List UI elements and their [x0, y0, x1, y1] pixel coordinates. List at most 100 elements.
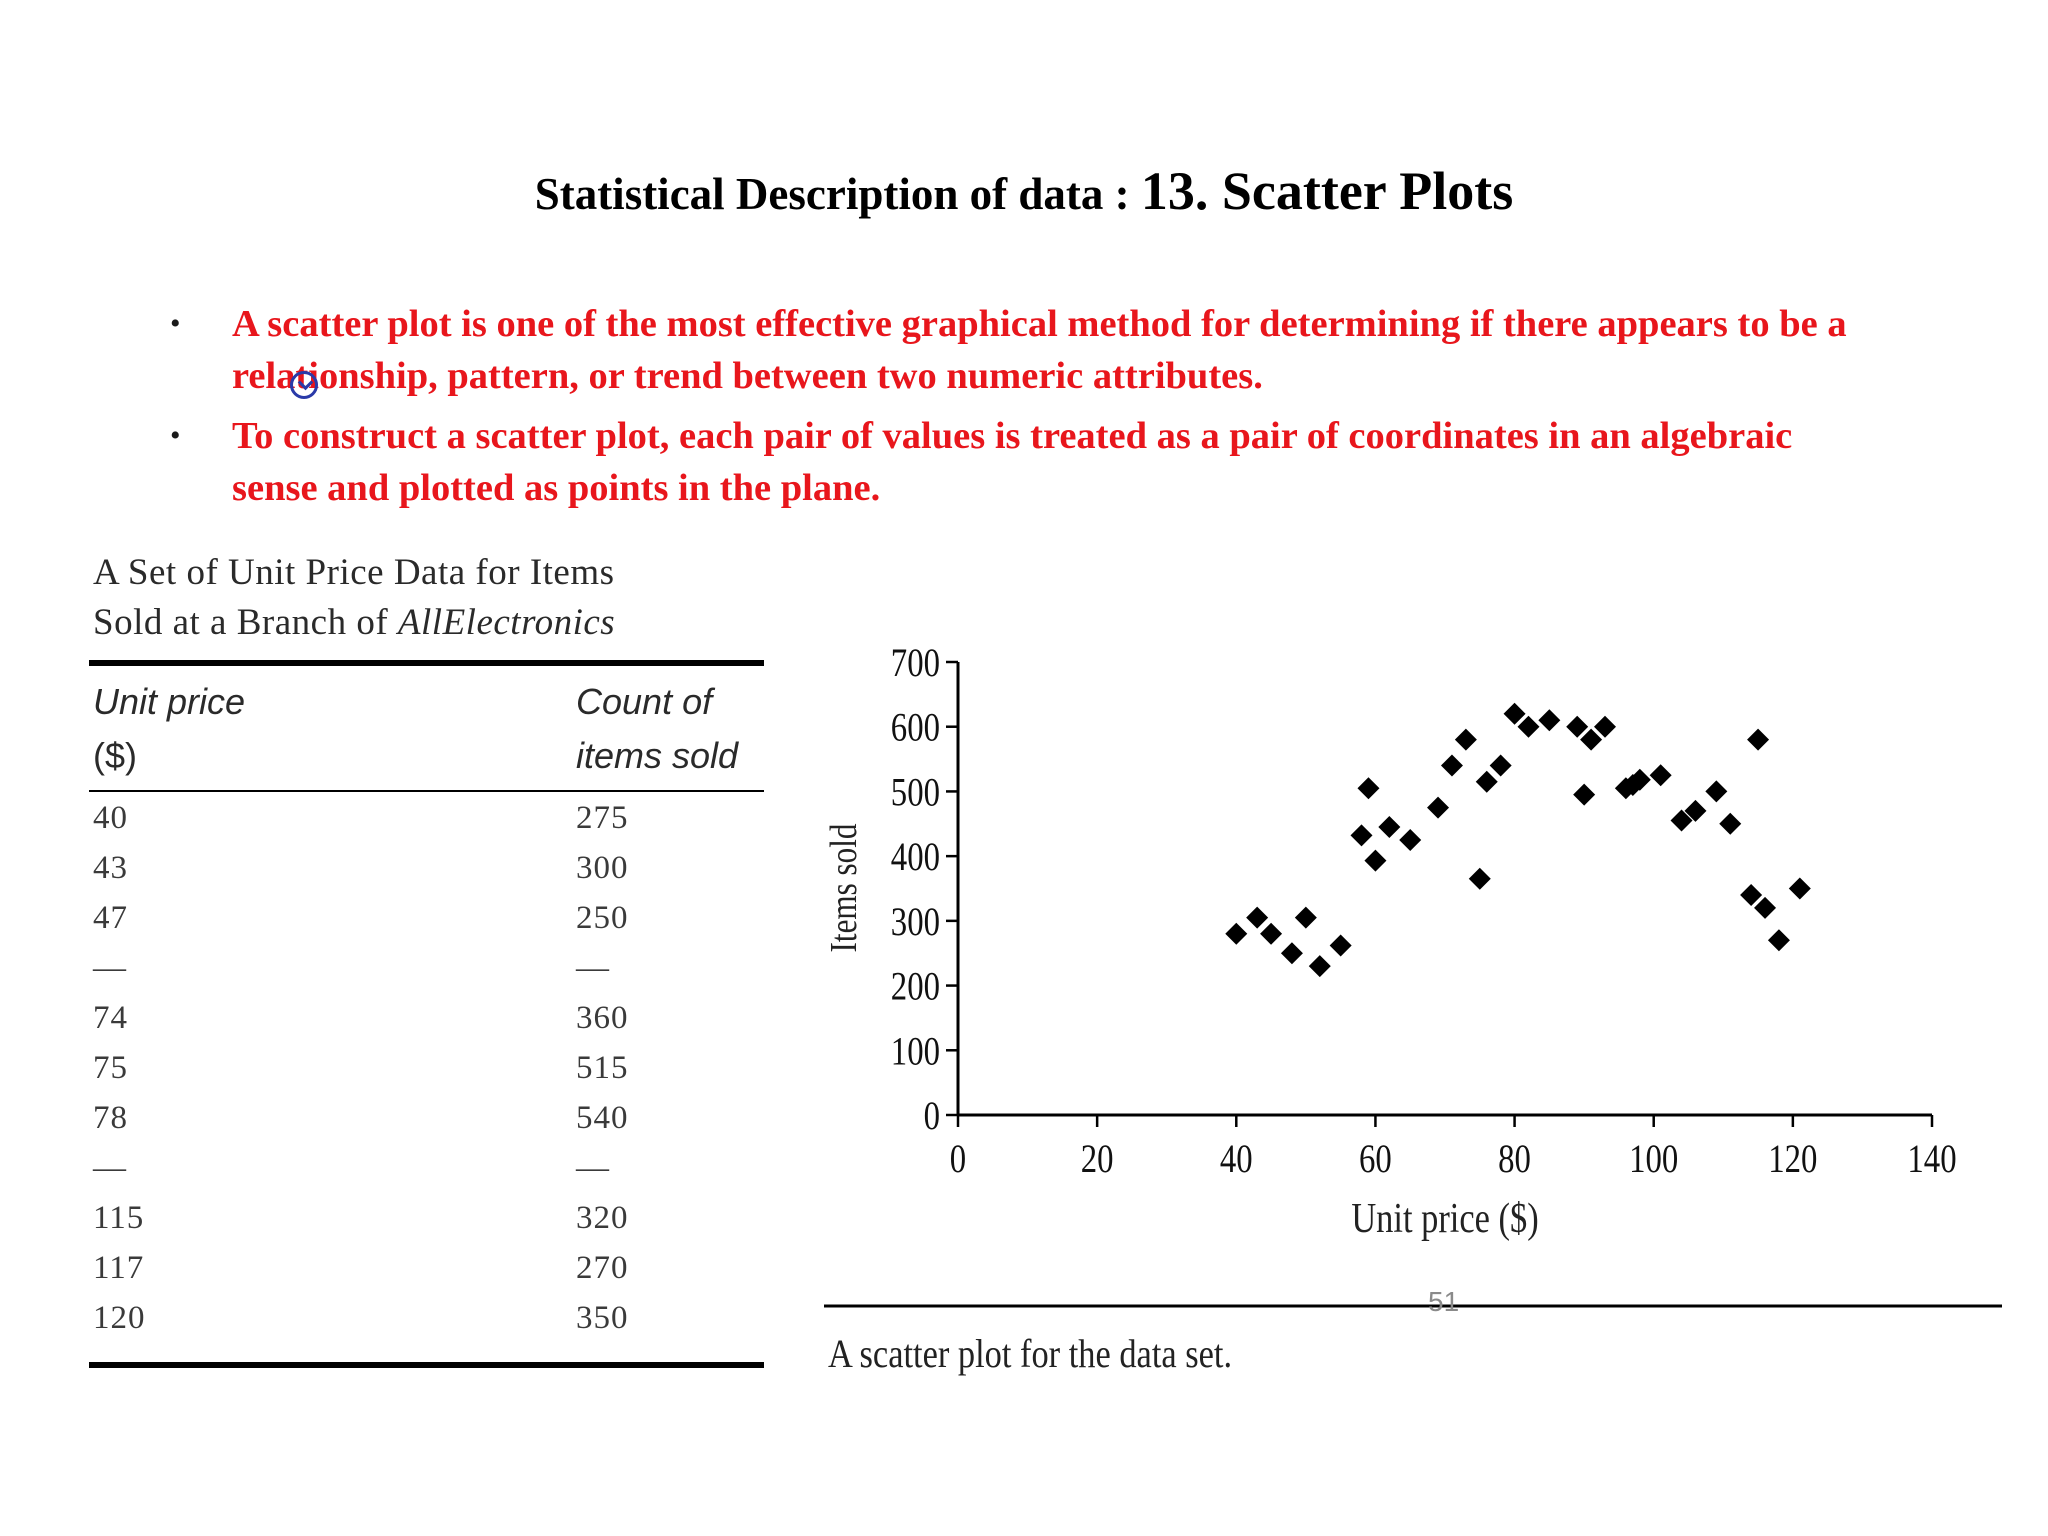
- y-tick-label: 200: [891, 963, 940, 1008]
- data-point: [1489, 754, 1512, 777]
- bullet-text: To construct a scatter plot, each pair o…: [232, 415, 1793, 509]
- col-header-unit-price: Unit price ($): [93, 675, 245, 783]
- y-tick-label: 400: [891, 834, 940, 879]
- y-axis-label: Items sold: [822, 824, 865, 953]
- slide-title-prefix: Statistical Description of data :: [534, 169, 1141, 219]
- data-point: [1788, 877, 1811, 900]
- x-tick-label: 100: [1629, 1136, 1678, 1181]
- table-row: 75 515: [93, 1050, 763, 1100]
- cell-count: 360: [576, 1000, 629, 1036]
- data-point: [1580, 728, 1603, 751]
- data-point: [1427, 796, 1450, 819]
- y-tick-label: 100: [891, 1028, 940, 1073]
- table-row: 74 360: [93, 1000, 763, 1050]
- col-header-count: Count of items sold: [576, 675, 738, 783]
- x-axis-label: Unit price ($): [1351, 1196, 1538, 1242]
- data-point: [1350, 824, 1373, 847]
- y-tick-label: 700: [891, 640, 940, 685]
- data-point: [1684, 799, 1707, 822]
- table-row: 120 350: [93, 1300, 763, 1350]
- x-tick-label: 20: [1081, 1136, 1114, 1181]
- table-caption-line2: Sold at a Branch of AllElectronics: [93, 598, 793, 648]
- figure-caption: A scatter plot for the data set.: [828, 1331, 1233, 1376]
- data-point: [1754, 896, 1777, 919]
- slide-title: Statistical Description of data : 13. Sc…: [0, 160, 2048, 222]
- cell-unit-price: 78: [93, 1100, 128, 1136]
- cell-count: 350: [576, 1300, 629, 1336]
- data-point: [1503, 702, 1526, 725]
- data-point: [1280, 942, 1303, 965]
- data-point: [1468, 867, 1491, 890]
- data-point: [1670, 809, 1693, 832]
- data-point: [1357, 777, 1380, 800]
- data-point: [1740, 883, 1763, 906]
- table-caption: A Set of Unit Price Data for Items Sold …: [93, 548, 793, 648]
- cell-count: 275: [576, 800, 629, 836]
- data-point: [1308, 955, 1331, 978]
- cell-count: 270: [576, 1250, 629, 1286]
- data-point: [1246, 906, 1269, 929]
- cell-unit-price: 43: [93, 850, 128, 886]
- cell-unit-price: —: [93, 950, 127, 986]
- cell-count: 320: [576, 1200, 629, 1236]
- data-point: [1767, 929, 1790, 952]
- bullet-item: • A scatter plot is one of the most effec…: [170, 298, 1850, 402]
- data-point: [1364, 849, 1387, 872]
- cell-unit-price: 115: [93, 1200, 145, 1236]
- data-point: [1594, 715, 1617, 738]
- cell-count: 515: [576, 1050, 629, 1086]
- data-point: [1329, 934, 1352, 957]
- bullet-dot: •: [170, 419, 181, 452]
- table-caption-prefix: Sold at a Branch of: [93, 602, 398, 643]
- x-tick-label: 140: [1907, 1136, 1956, 1181]
- table-row: 78 540: [93, 1100, 763, 1150]
- table-row: — —: [93, 950, 763, 1000]
- table-row: 40 275: [93, 800, 763, 850]
- cell-unit-price: —: [93, 1150, 127, 1186]
- data-point: [1705, 780, 1728, 803]
- col-header-count-line2: items sold: [576, 735, 739, 776]
- data-point: [1517, 715, 1540, 738]
- page-number: 51: [1428, 1286, 1460, 1317]
- col-header-count-line1: Count of: [576, 681, 713, 722]
- x-tick-label: 40: [1220, 1136, 1253, 1181]
- cell-unit-price: 120: [93, 1300, 146, 1336]
- table-row: — —: [93, 1150, 763, 1200]
- y-tick-label: 500: [891, 769, 940, 814]
- table-caption-line1: A Set of Unit Price Data for Items: [93, 552, 615, 593]
- col-header-unit-price-line1: Unit price: [93, 681, 246, 722]
- data-point: [1454, 728, 1477, 751]
- cell-count: 300: [576, 850, 629, 886]
- cell-unit-price: 47: [93, 900, 128, 936]
- table-row: 43 300: [93, 850, 763, 900]
- table-header-rule: [89, 790, 764, 792]
- data-point: [1719, 812, 1742, 835]
- cell-count: 540: [576, 1100, 629, 1136]
- table-row: 117 270: [93, 1250, 763, 1300]
- cell-count: —: [576, 950, 610, 986]
- cursor-icon: [290, 371, 318, 399]
- data-point: [1440, 754, 1463, 777]
- slide-title-topic: 13. Scatter Plots: [1140, 161, 1514, 221]
- x-tick-label: 0: [950, 1136, 966, 1181]
- x-tick-label: 80: [1498, 1136, 1531, 1181]
- table-row: 47 250: [93, 900, 763, 950]
- data-point: [1747, 728, 1770, 751]
- data-point: [1538, 709, 1561, 732]
- y-tick-label: 0: [924, 1093, 940, 1138]
- cell-unit-price: 75: [93, 1050, 128, 1086]
- x-tick-label: 60: [1359, 1136, 1392, 1181]
- data-point: [1628, 768, 1651, 791]
- bullet-text: A scatter plot is one of the most effect…: [232, 303, 1847, 397]
- data-point: [1399, 828, 1422, 851]
- data-point: [1378, 816, 1401, 839]
- table-caption-company: AllElectronics: [397, 602, 616, 643]
- y-tick-label: 600: [891, 705, 940, 750]
- table-bottom-rule: [89, 1362, 764, 1368]
- data-point: [1573, 783, 1596, 806]
- data-point: [1260, 922, 1283, 945]
- cell-unit-price: 117: [93, 1250, 145, 1286]
- table-row: 115 320: [93, 1200, 763, 1250]
- y-tick-label: 300: [891, 899, 940, 944]
